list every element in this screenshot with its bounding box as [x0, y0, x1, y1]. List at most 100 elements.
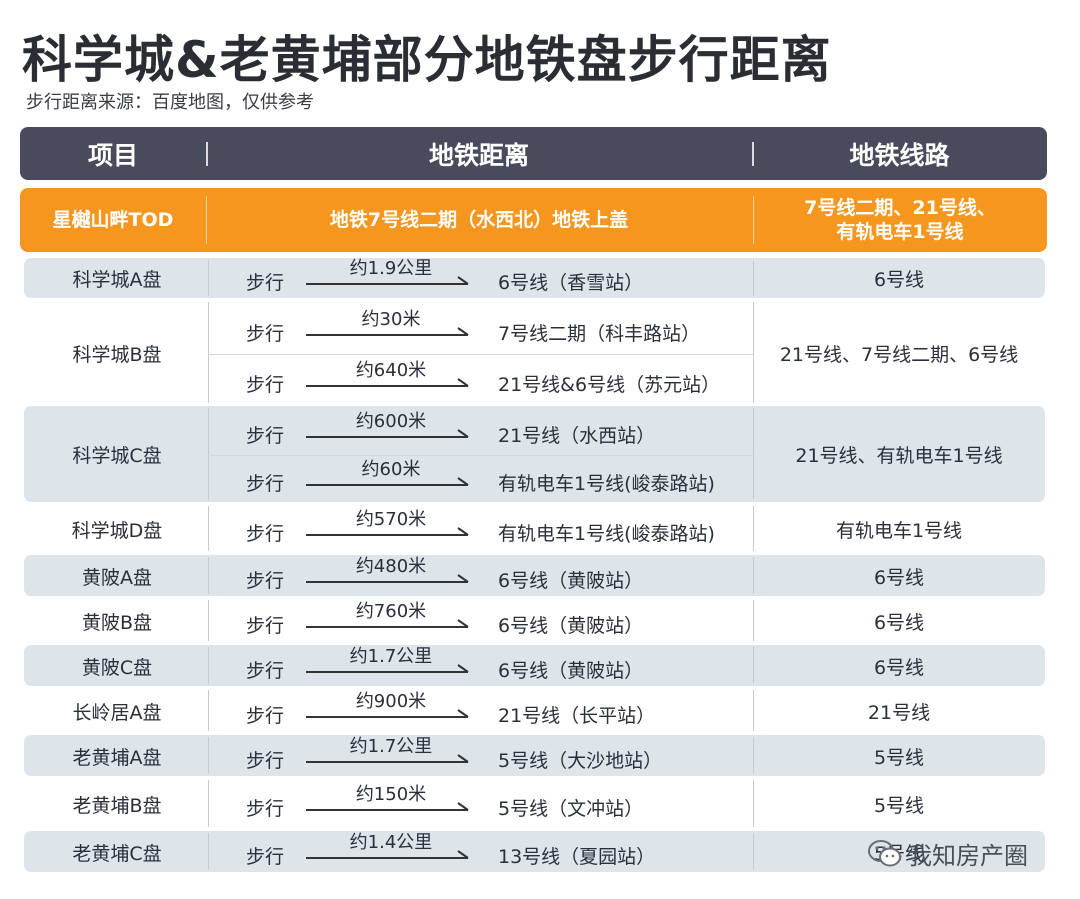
metro-line: 21号线、有轨电车1号线 — [795, 445, 1003, 467]
walk-distance: 约1.4公里 — [349, 831, 433, 853]
col-divider — [753, 690, 754, 731]
col-divider — [753, 780, 754, 827]
arrow-right-icon — [306, 618, 469, 628]
metro-line: 5号线 — [873, 794, 925, 817]
walk-distance: 约1.7公里 — [349, 645, 433, 667]
walk-label: 步行 — [246, 272, 285, 294]
col-divider — [208, 557, 209, 594]
station-name: 有轨电车1号线(峻泰路站) — [498, 522, 715, 545]
walk-label: 步行 — [246, 704, 285, 727]
arrow-right-icon — [306, 477, 469, 486]
arrow-right-icon — [306, 276, 469, 285]
col-divider — [208, 600, 209, 641]
walk-label: 步行 — [246, 659, 285, 682]
header-divider — [752, 142, 754, 166]
walk-distance: 约1.9公里 — [349, 258, 433, 279]
col-divider — [208, 690, 209, 731]
station-name: 21号线（长平站） — [498, 704, 656, 727]
col-divider — [753, 557, 754, 594]
watermark-text: 我知房产圈 — [908, 842, 1028, 870]
highlight-line-1: 7号线二期、21号线、 — [804, 197, 996, 219]
arrow-right-icon — [306, 663, 469, 673]
walk-distance: 约570米 — [355, 508, 427, 530]
metro-line: 21号线 — [867, 701, 931, 724]
metro-line: 6号线 — [873, 566, 925, 589]
project-name: 老黄埔C盘 — [72, 842, 162, 865]
project-name: 黄陂C盘 — [81, 656, 153, 679]
walk-distance: 约480米 — [355, 555, 427, 577]
highlight-divider — [753, 196, 754, 244]
col-divider — [208, 647, 209, 684]
arrow-right-icon — [306, 573, 469, 583]
arrow-right-icon — [306, 526, 469, 536]
wechat-icon — [868, 839, 901, 866]
col-divider — [753, 737, 754, 774]
arrow-right-icon — [306, 429, 469, 438]
station-name: 21号线（水西站） — [498, 425, 656, 447]
project-name: 老黄埔A盘 — [72, 746, 162, 769]
metro-line: 有轨电车1号线 — [835, 519, 963, 542]
row-band — [24, 645, 1045, 686]
highlight-line: 7号线二期、21号线、 有轨电车1号线 — [753, 188, 1047, 252]
table-header: 项目 地铁距离 地铁线路 — [20, 127, 1047, 180]
walk-label: 步行 — [246, 845, 285, 868]
station-name: 6号线（黄陂站） — [498, 659, 644, 682]
col-divider — [753, 408, 754, 500]
arrow-right-icon — [306, 708, 469, 718]
col-divider — [208, 408, 209, 500]
station-name: 5号线（大沙地站） — [498, 749, 663, 772]
col-divider — [208, 737, 209, 774]
walk-distance: 约640米 — [355, 360, 427, 381]
sub-row-divider — [208, 354, 753, 355]
station-name: 6号线（黄陂站） — [498, 614, 644, 637]
walk-label: 步行 — [246, 749, 285, 772]
col-divider — [753, 260, 754, 296]
row-band — [24, 735, 1045, 776]
header-distance: 地铁距离 — [428, 140, 529, 170]
station-name: 21号线&6号线（苏元站） — [498, 374, 721, 396]
col-divider — [208, 260, 209, 296]
station-name: 6号线（香雪站） — [498, 272, 644, 294]
station-name: 有轨电车1号线(峻泰路站) — [498, 473, 715, 495]
walk-distance: 约900米 — [355, 690, 427, 712]
metro-line: 21号线、7号线二期、6号线 — [779, 343, 1019, 366]
walk-distance: 约1.7公里 — [349, 735, 433, 757]
project-name: 黄陂B盘 — [81, 611, 153, 634]
row-band — [24, 555, 1045, 596]
header-line: 地铁线路 — [849, 140, 950, 170]
col-divider — [208, 302, 209, 403]
metro-line: 5号线 — [873, 746, 925, 769]
walk-distance: 约30米 — [361, 309, 421, 330]
walk-distance: 约600米 — [355, 411, 427, 432]
arrow-right-icon — [306, 849, 469, 859]
metro-line: 6号线 — [873, 611, 925, 634]
walk-label: 步行 — [246, 374, 285, 396]
page-subtitle: 步行距离来源：百度地图，仅供参考 — [26, 92, 314, 113]
project-name: 老黄埔B盘 — [72, 794, 162, 817]
walk-distance: 约60米 — [361, 459, 421, 480]
project-name: 科学城A盘 — [72, 269, 162, 291]
walk-label: 步行 — [246, 425, 285, 447]
arrow-right-icon — [306, 753, 469, 763]
row-band — [24, 406, 1045, 502]
walk-distance: 约150米 — [355, 783, 427, 805]
row-band — [24, 258, 1045, 298]
sub-row-divider — [208, 455, 753, 456]
arrow-right-icon — [306, 801, 469, 811]
walk-label: 步行 — [246, 323, 285, 345]
station-name: 6号线（黄陂站） — [498, 569, 644, 592]
highlight-project: 星樾山畔TOD — [52, 209, 174, 231]
row-band — [24, 831, 1045, 872]
metro-line: 6号线 — [873, 269, 925, 291]
walk-label: 步行 — [246, 473, 285, 495]
page-title: 科学城&老黄埔部分地铁盘步行距离 — [22, 31, 832, 89]
project-name: 科学城B盘 — [72, 343, 162, 366]
col-divider — [753, 833, 754, 870]
highlight-row: 星樾山畔TOD 地铁7号线二期（水西北）地铁上盖 7号线二期、21号线、 有轨电… — [20, 188, 1047, 252]
station-name: 7号线二期（科丰路站） — [498, 323, 701, 345]
walk-distance: 约760米 — [355, 600, 427, 622]
arrow-right-icon — [306, 327, 469, 336]
header-project: 项目 — [87, 140, 138, 170]
station-name: 13号线（夏园站） — [498, 845, 656, 868]
highlight-distance: 地铁7号线二期（水西北）地铁上盖 — [329, 209, 629, 231]
